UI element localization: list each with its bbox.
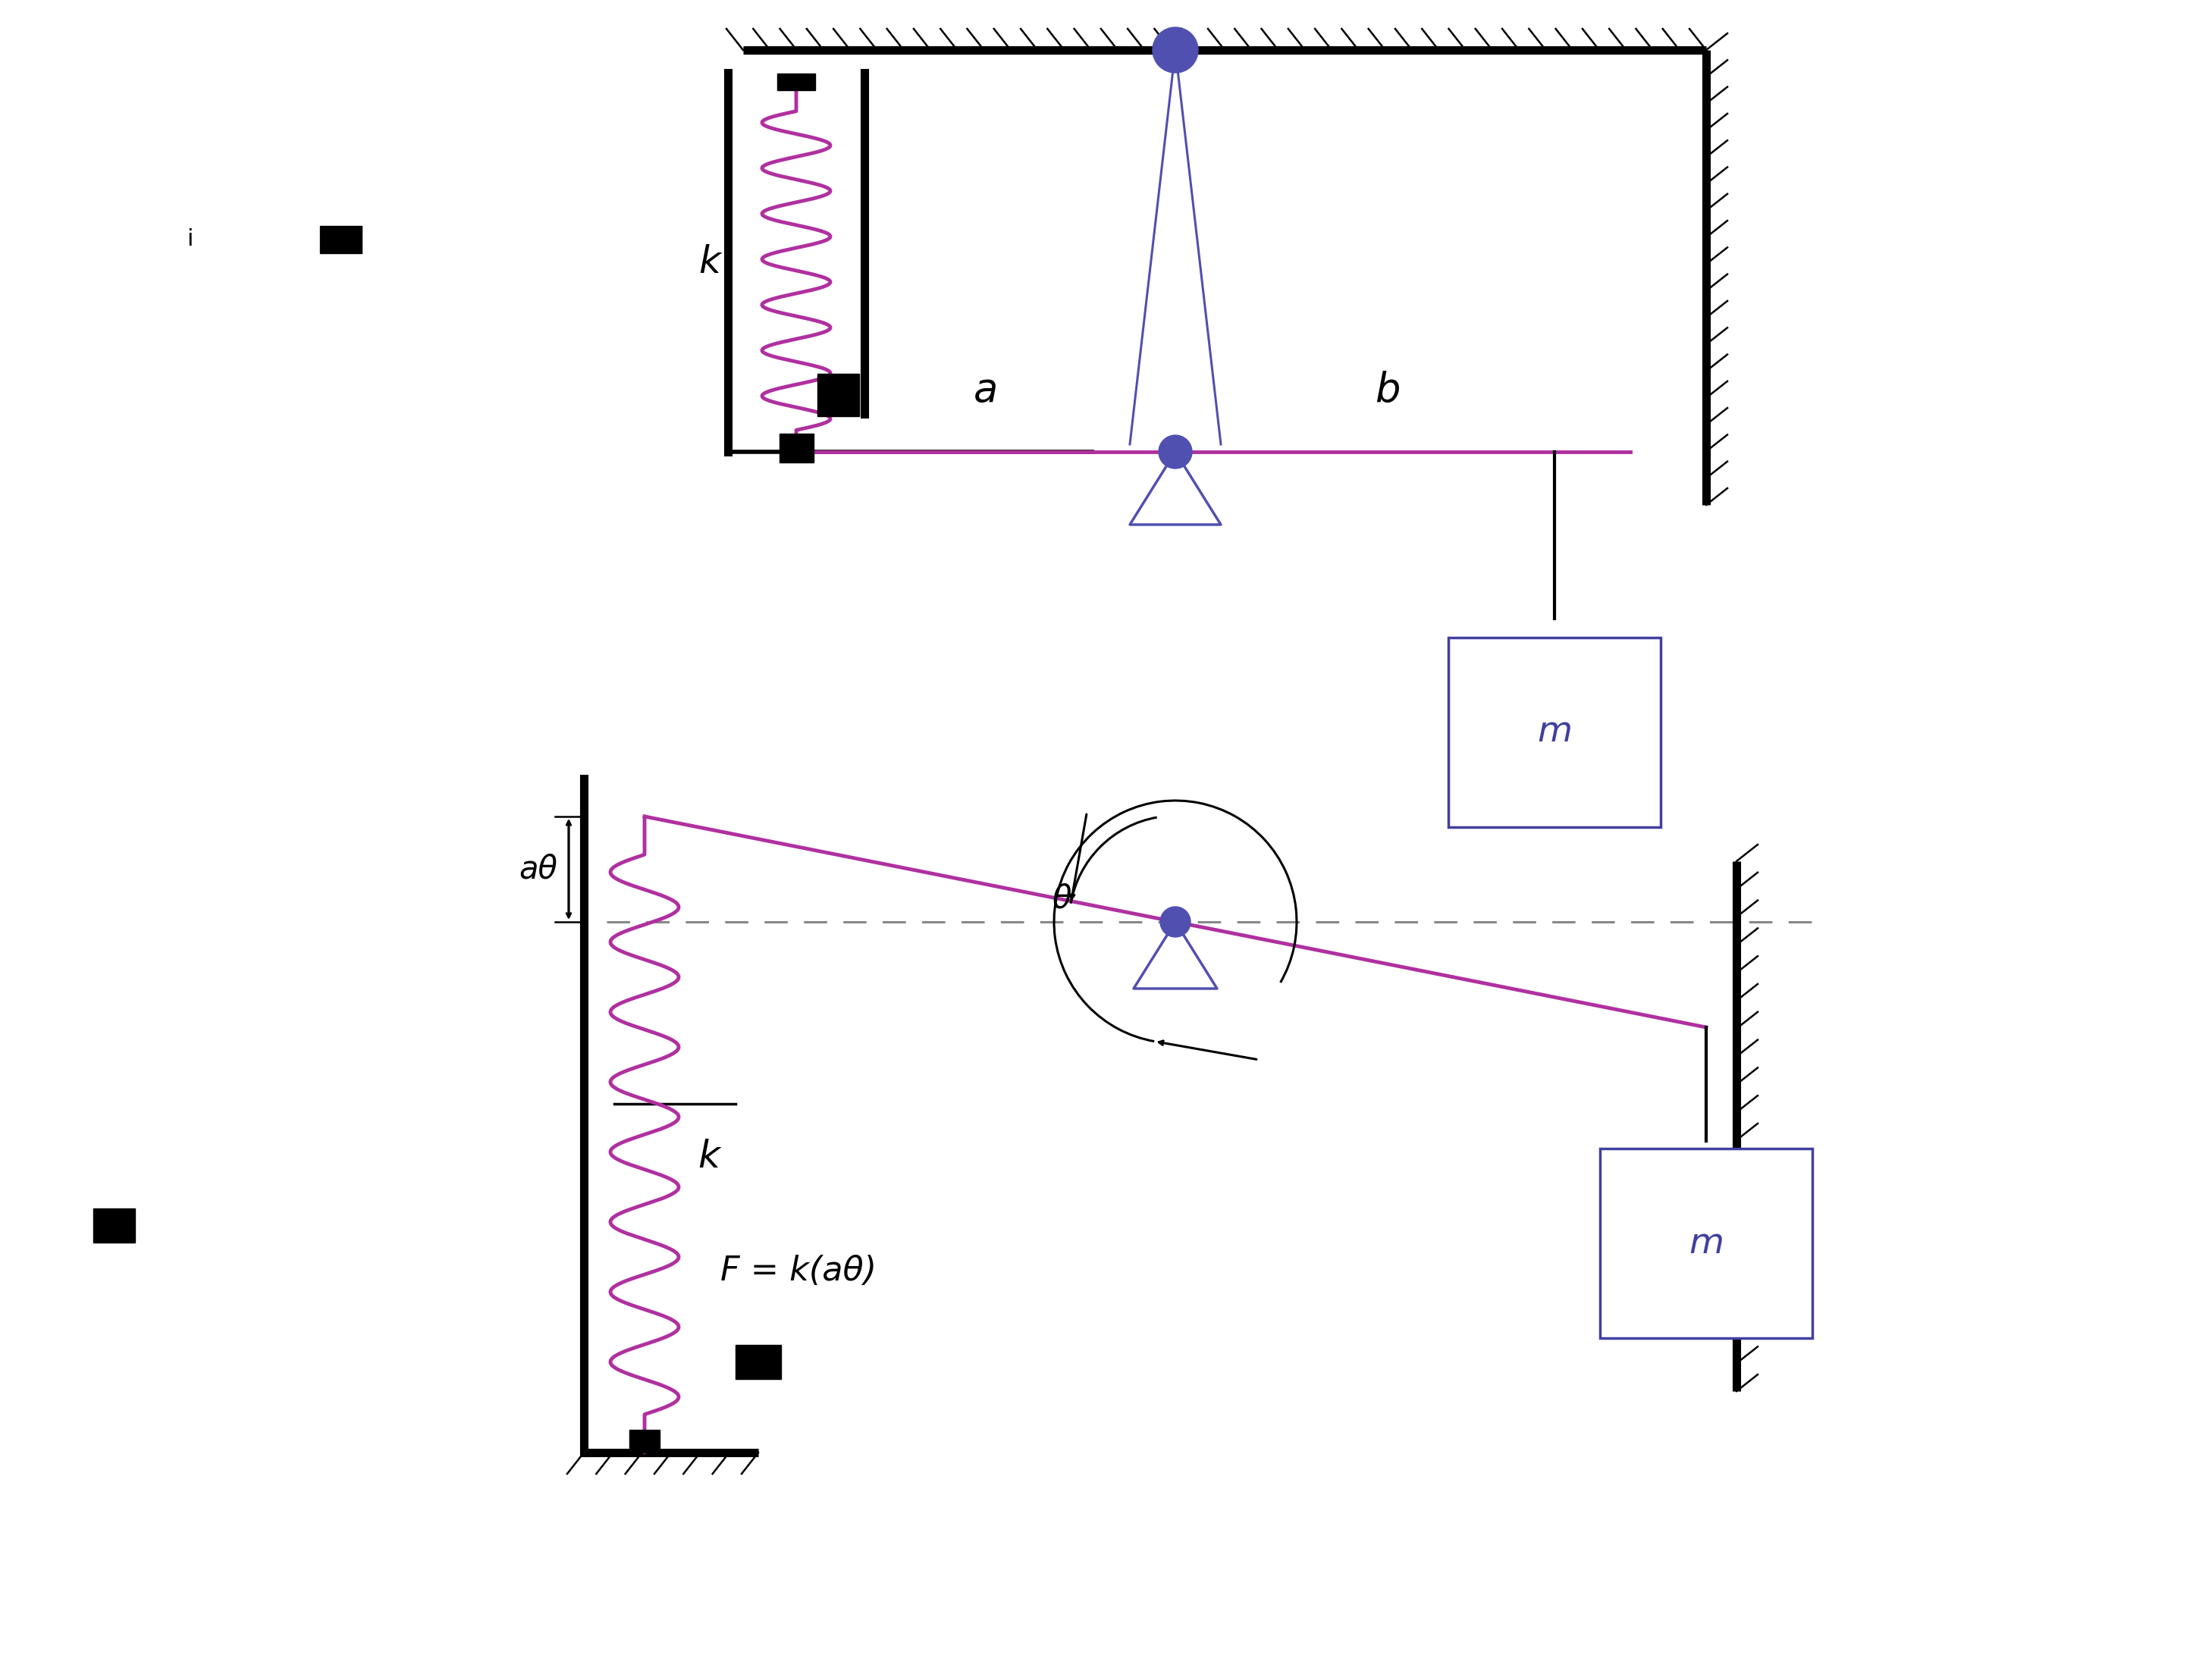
Bar xyxy=(780,433,813,462)
Text: k: k xyxy=(698,1139,720,1176)
Text: b: b xyxy=(1375,371,1401,410)
Text: m: m xyxy=(1537,716,1572,749)
Bar xyxy=(1449,638,1660,827)
Bar xyxy=(1601,1149,1812,1339)
Circle shape xyxy=(1153,27,1199,72)
Bar xyxy=(92,1208,134,1242)
Text: m: m xyxy=(1689,1226,1724,1260)
Circle shape xyxy=(1159,435,1192,469)
Bar xyxy=(817,375,859,417)
Text: k: k xyxy=(698,244,720,281)
Text: F = k(aθ): F = k(aθ) xyxy=(720,1255,876,1287)
Text: i: i xyxy=(187,228,193,250)
Bar xyxy=(736,1344,782,1379)
Bar xyxy=(777,74,815,91)
Text: aθ: aθ xyxy=(518,853,558,885)
Bar xyxy=(630,1430,659,1453)
Bar xyxy=(321,227,362,252)
Text: θ: θ xyxy=(1052,884,1072,916)
Circle shape xyxy=(1159,907,1190,937)
Text: a: a xyxy=(973,371,997,410)
